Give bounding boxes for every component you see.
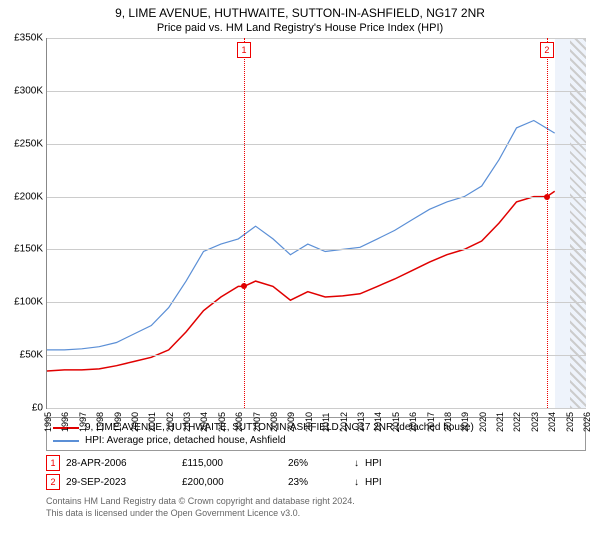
x-tick: 2017 [426, 412, 436, 432]
event-price: £200,000 [182, 477, 282, 488]
y-tick: £250K [14, 138, 43, 149]
x-tick: 2022 [512, 412, 522, 432]
x-tick: 2011 [321, 413, 331, 432]
event-pct: 26% [288, 458, 348, 469]
x-tick: 2012 [339, 412, 349, 432]
chart-subtitle: Price paid vs. HM Land Registry's House … [0, 20, 600, 38]
footer-line-2: This data is licensed under the Open Gov… [46, 508, 586, 520]
x-tick: 1998 [95, 412, 105, 432]
x-tick: 2014 [373, 412, 383, 432]
x-tick: 2002 [165, 412, 175, 432]
event-hpi: HPI [365, 458, 382, 469]
legend: 9, LIME AVENUE, HUTHWAITE, SUTTON-IN-ASH… [46, 417, 586, 451]
chart-title: 9, LIME AVENUE, HUTHWAITE, SUTTON-IN-ASH… [0, 0, 600, 20]
event-flag: 1 [237, 42, 251, 58]
x-tick: 2003 [182, 412, 192, 432]
footer: Contains HM Land Registry data © Crown c… [46, 496, 586, 519]
x-tick: 2026 [582, 412, 592, 432]
event-date: 29-SEP-2023 [66, 477, 176, 488]
x-tick: 2019 [460, 412, 470, 432]
event-num: 2 [46, 474, 60, 490]
x-tick: 2024 [547, 412, 557, 432]
event-table: 1 28-APR-2006 £115,000 26% ↓ HPI 2 29-SEP-2023 £… [0, 455, 600, 490]
arrow-down-icon: ↓ [354, 458, 359, 469]
event-marker [544, 194, 550, 200]
x-tick: 2004 [199, 412, 209, 432]
footer-line-1: Contains HM Land Registry data © Crown c… [46, 496, 586, 508]
x-tick: 2005 [217, 412, 227, 432]
y-tick: £200K [14, 191, 43, 202]
event-date: 28-APR-2006 [66, 458, 176, 469]
event-row: 2 29-SEP-2023 £200,000 23% ↓ HPI [46, 474, 586, 490]
x-tick: 2008 [269, 412, 279, 432]
event-marker [241, 283, 247, 289]
x-tick: 2006 [234, 412, 244, 432]
x-tick: 2010 [304, 412, 314, 432]
y-tick: £0 [32, 403, 43, 414]
y-tick: £100K [14, 297, 43, 308]
x-tick: 1995 [43, 412, 53, 432]
x-tick: 2016 [408, 412, 418, 432]
y-tick: £350K [14, 33, 43, 44]
chart-plot-area: £0£50K£100K£150K£200K£250K£300K£350K1995… [46, 38, 586, 409]
legend-swatch [53, 440, 79, 442]
x-tick: 1996 [60, 412, 70, 432]
legend-row: HPI: Average price, detached house, Ashf… [53, 434, 579, 447]
x-tick: 2001 [147, 412, 157, 432]
chart-lines [47, 38, 586, 408]
event-row: 1 28-APR-2006 £115,000 26% ↓ HPI [46, 455, 586, 471]
x-tick: 2000 [130, 412, 140, 432]
x-tick: 1997 [78, 412, 88, 432]
event-price: £115,000 [182, 458, 282, 469]
x-tick: 2025 [565, 412, 575, 432]
x-tick: 2015 [391, 412, 401, 432]
event-hpi: HPI [365, 477, 382, 488]
arrow-down-icon: ↓ [354, 477, 359, 488]
x-tick: 2007 [252, 412, 262, 432]
y-tick: £150K [14, 244, 43, 255]
event-flag: 2 [540, 42, 554, 58]
x-tick: 2013 [356, 412, 366, 432]
y-tick: £50K [20, 350, 43, 361]
legend-label: HPI: Average price, detached house, Ashf… [85, 435, 286, 446]
y-tick: £300K [14, 85, 43, 96]
x-tick: 2009 [286, 412, 296, 432]
x-tick: 2020 [478, 412, 488, 432]
chart-container: 9, LIME AVENUE, HUTHWAITE, SUTTON-IN-ASH… [0, 0, 600, 560]
event-num: 1 [46, 455, 60, 471]
event-pct: 23% [288, 477, 348, 488]
x-tick: 2023 [530, 412, 540, 432]
x-tick: 2018 [443, 412, 453, 432]
x-tick: 2021 [495, 412, 505, 432]
x-tick: 1999 [113, 412, 123, 432]
